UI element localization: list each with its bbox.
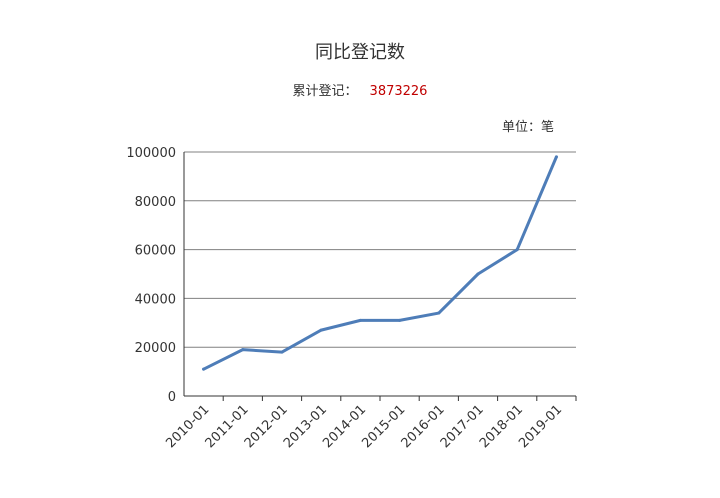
chart-subtitle: 累计登记： 3873226 <box>0 80 720 99</box>
data-point <box>515 248 519 252</box>
data-point <box>476 272 480 276</box>
unit-label: 单位：笔 <box>501 120 554 135</box>
y-tick-label: 20000 <box>135 341 176 356</box>
y-tick-label: 60000 <box>135 244 176 259</box>
data-point <box>554 155 558 159</box>
data-point <box>398 318 402 322</box>
total-label: 累计登记： <box>292 84 358 99</box>
y-tick-label: 80000 <box>135 195 176 210</box>
data-point <box>437 311 441 315</box>
chart-title: 同比登记数 <box>315 42 405 63</box>
y-tick-label: 100000 <box>126 146 176 161</box>
data-point <box>358 318 362 322</box>
data-point <box>319 328 323 332</box>
x-tick-label: 2019-01 <box>516 402 565 451</box>
y-tick-label: 40000 <box>135 292 176 307</box>
series-line <box>202 155 558 371</box>
data-point <box>202 367 206 371</box>
data-point <box>241 348 245 352</box>
total-value: 3873226 <box>369 84 428 99</box>
y-tick-label: 0 <box>168 390 176 405</box>
data-point <box>280 350 284 354</box>
